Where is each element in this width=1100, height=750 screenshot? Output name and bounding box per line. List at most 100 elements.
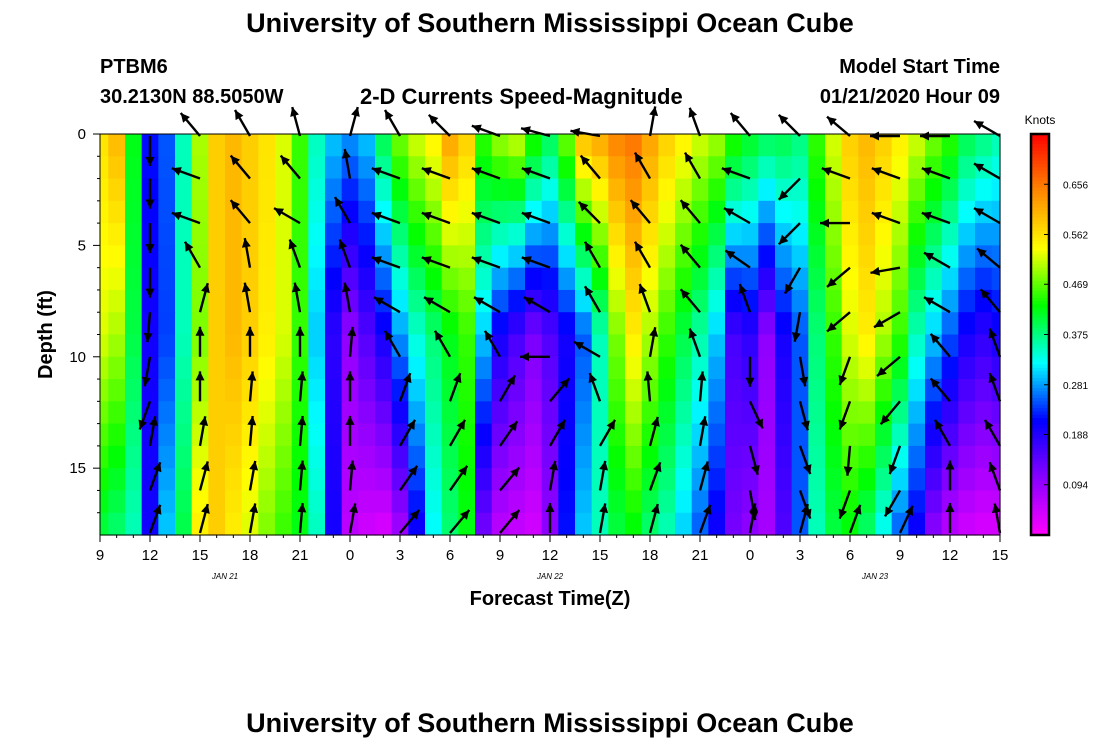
heatmap-cell <box>708 512 726 536</box>
vector-arrow <box>929 333 951 358</box>
heatmap-cell <box>708 223 726 246</box>
heatmap-cell <box>408 267 426 291</box>
heatmap-cell <box>625 379 643 402</box>
heatmap-cell <box>108 200 126 224</box>
heatmap-cell <box>208 289 226 313</box>
colorbar-swatch <box>1031 267 1049 272</box>
heatmap-cell <box>925 512 943 536</box>
heatmap-cell <box>841 468 859 492</box>
heatmap-cell <box>541 401 559 425</box>
heatmap-cell <box>575 468 593 492</box>
heatmap-cell <box>308 334 326 358</box>
heatmap-cell <box>691 134 709 157</box>
heatmap-cell <box>191 445 209 469</box>
vector-arrow <box>229 154 251 180</box>
heatmap-cell <box>258 356 276 380</box>
vector-arrow <box>888 445 902 475</box>
vector-arrow <box>198 503 210 534</box>
heatmap-cell <box>575 379 593 402</box>
heatmap-cell <box>725 379 743 402</box>
colorbar-swatch <box>1031 408 1049 412</box>
heatmap-cell <box>991 401 1001 425</box>
vector-head <box>724 208 735 217</box>
heatmap-cell <box>775 312 793 336</box>
heatmap-cell <box>208 312 226 336</box>
vector-arrow <box>373 296 401 314</box>
vector-arrow <box>724 249 751 269</box>
heatmap-cell <box>891 267 909 291</box>
heatmap-cell <box>958 334 976 358</box>
heatmap-cell <box>100 267 109 291</box>
heatmap-cell <box>875 223 893 246</box>
vector-arrow <box>499 420 519 447</box>
vector-arrow <box>333 196 352 224</box>
heatmap-cell <box>525 134 543 157</box>
vector-arrow <box>683 151 702 180</box>
heatmap-cell <box>225 245 243 269</box>
heatmap-cell <box>125 267 143 291</box>
heatmap-cell <box>175 379 193 402</box>
heatmap-cell <box>275 178 293 202</box>
colorbar-swatch <box>1031 167 1049 172</box>
heatmap-cell <box>608 334 626 358</box>
heatmap-cell <box>558 223 576 246</box>
heatmap-cell <box>808 356 826 380</box>
heatmap-cell <box>808 156 826 180</box>
colorbar-swatch <box>1031 371 1049 376</box>
heatmap-cell <box>491 289 509 313</box>
heatmap-cell <box>441 289 459 313</box>
heatmap-cell <box>208 134 226 157</box>
vector-arrow <box>648 327 659 357</box>
heatmap-cell <box>258 245 276 269</box>
heatmap-cell <box>125 289 143 313</box>
date-label: JAN 23 <box>861 572 889 581</box>
heatmap-cell <box>775 445 793 469</box>
heatmap-cell <box>475 267 493 291</box>
heatmap-cell <box>775 223 793 246</box>
heatmap-cell <box>841 401 859 425</box>
heatmap-cell <box>758 134 776 157</box>
heatmap-cell <box>425 468 443 492</box>
heatmap-cell <box>508 490 526 514</box>
heatmap-cell <box>691 245 709 269</box>
heatmap-cell <box>925 245 943 269</box>
vector-arrow <box>798 401 810 431</box>
vector-head <box>945 503 955 512</box>
heatmap-cell <box>100 178 109 202</box>
vector-arrow <box>427 113 451 137</box>
heatmap-cell <box>975 445 993 469</box>
heatmap-cell <box>308 156 326 180</box>
heatmap-cell <box>108 223 126 246</box>
vector-arrow <box>921 211 951 225</box>
vector-arrow <box>698 504 712 534</box>
heatmap-cell <box>475 134 493 157</box>
heatmap-cell <box>975 223 993 246</box>
vector-head <box>921 211 932 221</box>
heatmap-cell <box>758 401 776 425</box>
vector-arrow <box>297 371 307 402</box>
heatmap-cell <box>475 512 493 536</box>
heatmap-cell <box>925 334 943 358</box>
vector-head <box>991 503 1001 514</box>
vector-arrow <box>698 461 710 491</box>
heatmap-cell <box>358 200 376 224</box>
colorbar-swatch <box>1031 140 1049 145</box>
vector-head <box>171 167 182 176</box>
vector-arrow <box>297 503 307 534</box>
heatmap-cell <box>275 401 293 425</box>
heatmap-cell <box>775 334 793 358</box>
heatmap-cell <box>591 178 609 202</box>
heatmap-cell <box>691 445 709 469</box>
heatmap-cell <box>258 200 276 224</box>
heatmap-cell <box>758 245 776 269</box>
heatmap-cell <box>208 223 226 246</box>
colorbar-swatch <box>1031 177 1049 182</box>
heatmap-cell <box>258 178 276 202</box>
colorbar-swatch <box>1031 317 1049 322</box>
colorbar-swatch <box>1031 424 1049 429</box>
heatmap-cell <box>841 289 859 313</box>
heatmap-cell <box>808 468 826 492</box>
heatmap-cell <box>825 134 843 157</box>
colorbar-swatch <box>1031 434 1049 439</box>
vector-head <box>235 110 244 121</box>
